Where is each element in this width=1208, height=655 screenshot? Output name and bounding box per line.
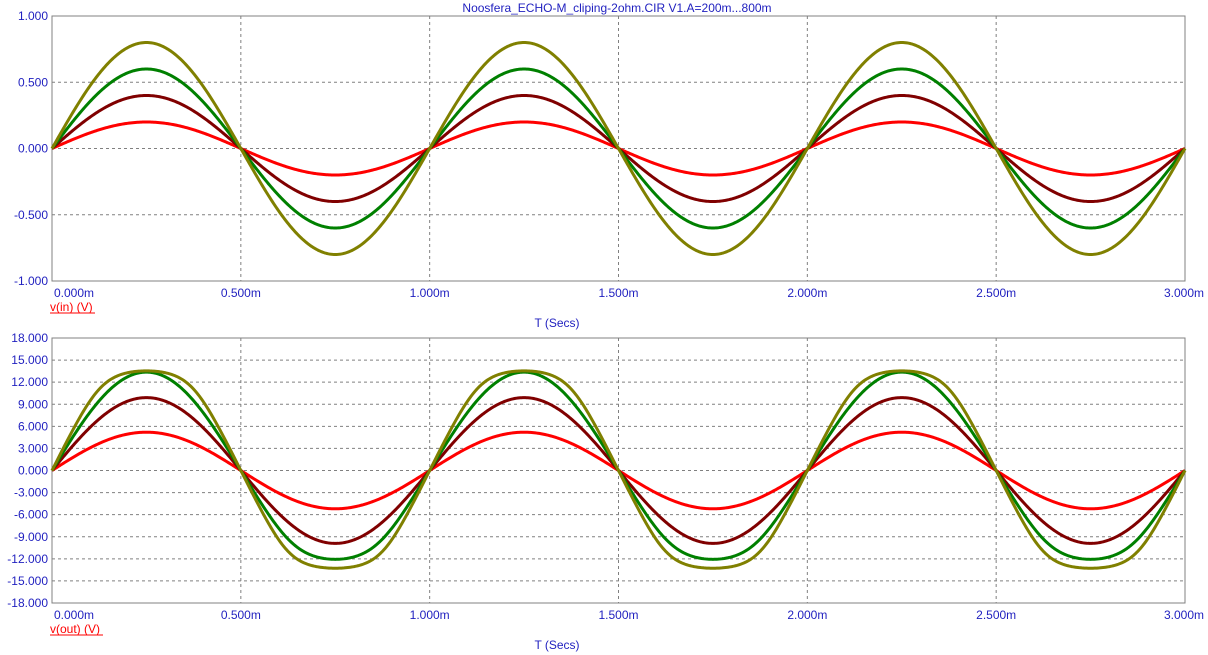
x-tick-label: 1.000m [410,286,450,300]
chart-title: Noosfera_ECHO-M_cliping-2ohm.CIR V1.A=20… [462,1,771,15]
y-tick-label: -9.000 [14,530,48,544]
x-tick-label: 1.000m [410,608,450,622]
y-tick-label: -15.000 [7,574,48,588]
x-tick-labels: 0.000m 0.500m 1.000m 1.500m 2.000m 2.500m 3.00… [54,286,1204,300]
series-lines [50,369,1187,570]
y-tick-labels: 18.000 15.000 12.000 9.000 6.000 3.000 0.000 -3… [7,331,48,610]
x-tick-label: 3.000m [1164,608,1204,622]
x-tick-label: 2.500m [976,286,1016,300]
y-tick-label: -6.000 [14,508,48,522]
x-tick-label: 1.500m [598,608,638,622]
y-tick-label: 0.500 [18,75,48,89]
x-axis-label: T (Secs) [534,316,579,330]
y-tick-label: 0.000 [18,464,48,478]
y-tick-label: -3.000 [14,486,48,500]
y-tick-label: 12.000 [11,375,48,389]
y-tick-label: 18.000 [11,331,48,345]
x-tick-label: 0.500m [221,286,261,300]
y-axis-label: v(in) (V) [50,300,93,314]
x-axis-label: T (Secs) [534,638,579,652]
x-tick-label: 0.000m [54,286,94,300]
y-tick-label: -1.000 [14,274,48,288]
output-voltage-plot: 18.000 15.000 12.000 9.000 6.000 3.000 0.000 -3… [7,331,1204,652]
x-tick-label: 2.000m [787,608,827,622]
series-line-4 [50,41,1187,256]
y-tick-label: -18.000 [7,596,48,610]
y-tick-label: -12.000 [7,552,48,566]
y-tick-label: 9.000 [18,397,48,411]
x-tick-label: 0.500m [221,608,261,622]
series-lines [50,41,1187,256]
x-tick-label: 2.500m [976,608,1016,622]
x-tick-labels: 0.000m 0.500m 1.000m 1.500m 2.000m 2.500m 3.00… [54,608,1204,622]
series-line-4 [50,369,1187,570]
y-tick-label: 1.000 [18,9,48,23]
x-tick-label: 0.000m [54,608,94,622]
x-tick-label: 3.000m [1164,286,1204,300]
y-tick-label: 0.000 [18,142,48,156]
y-axis-label: v(out) (V) [50,622,100,636]
y-tick-label: 6.000 [18,419,48,433]
input-voltage-plot: 1.000 0.500 0.000 -0.500 -1.000 0.000m 0.500m… [14,9,1204,330]
x-tick-label: 2.000m [787,286,827,300]
y-tick-label: 3.000 [18,441,48,455]
y-tick-label: 15.000 [11,353,48,367]
y-tick-labels: 1.000 0.500 0.000 -0.500 -1.000 [14,9,48,288]
y-tick-label: -0.500 [14,208,48,222]
x-tick-label: 1.500m [598,286,638,300]
